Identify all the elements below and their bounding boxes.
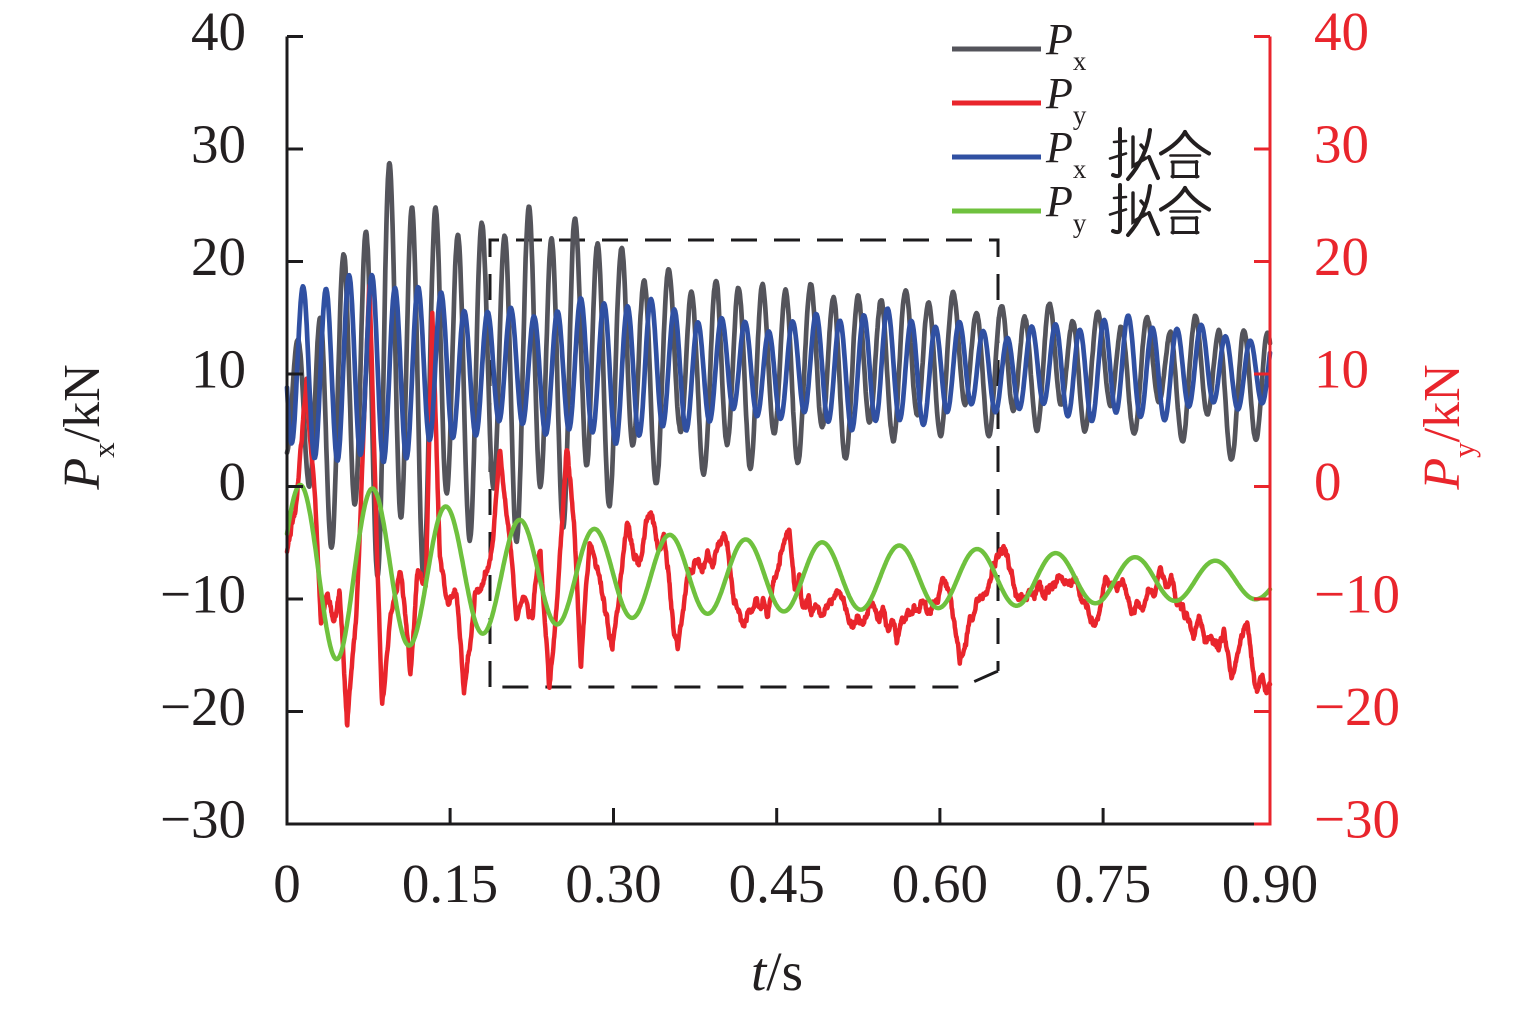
svg-text:0: 0	[219, 451, 247, 512]
svg-text:0: 0	[273, 853, 301, 914]
svg-text:0.45: 0.45	[729, 853, 825, 914]
svg-text:30: 30	[1314, 114, 1369, 175]
svg-text:0: 0	[1314, 451, 1342, 512]
svg-text:−10: −10	[160, 564, 246, 625]
svg-text:10: 10	[191, 339, 246, 400]
svg-text:Py: Py	[1045, 177, 1087, 238]
svg-text:20: 20	[191, 226, 246, 287]
svg-text:−20: −20	[160, 676, 246, 737]
svg-text:10: 10	[1314, 339, 1369, 400]
svg-text:0.30: 0.30	[565, 853, 661, 914]
svg-text:−10: −10	[1314, 564, 1400, 625]
svg-text:0.15: 0.15	[402, 853, 498, 914]
svg-text:20: 20	[1314, 226, 1369, 287]
svg-text:0.90: 0.90	[1222, 853, 1318, 914]
svg-text:−30: −30	[160, 789, 246, 850]
svg-text:0.75: 0.75	[1055, 853, 1151, 914]
svg-text:t/s: t/s	[751, 941, 803, 1002]
svg-text:40: 40	[191, 1, 246, 62]
svg-text:−20: −20	[1314, 676, 1400, 737]
svg-text:Py/kN: Py/kN	[1414, 364, 1481, 490]
svg-text:30: 30	[191, 114, 246, 175]
svg-text:40: 40	[1314, 1, 1369, 62]
svg-text:0.60: 0.60	[892, 853, 988, 914]
svg-text:−30: −30	[1314, 789, 1400, 850]
svg-text:Py: Py	[1045, 69, 1087, 130]
svg-text:Px/kN: Px/kN	[54, 364, 121, 490]
svg-text:Px: Px	[1045, 15, 1087, 76]
svg-text:Px: Px	[1045, 123, 1087, 184]
